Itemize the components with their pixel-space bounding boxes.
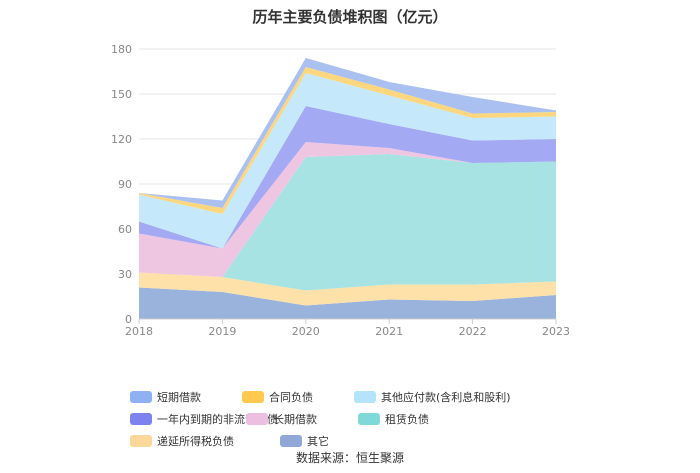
- area-series-3: [139, 142, 556, 277]
- legend-label: 其他应付款(含利息和股利): [381, 391, 511, 404]
- legend-item[interactable]: 合同负债: [242, 389, 354, 405]
- area-series-5: [139, 73, 556, 249]
- legend-label: 长期借款: [273, 413, 317, 426]
- x-tick-label: 2018: [125, 325, 153, 338]
- legend-swatch: [130, 435, 152, 447]
- legend-swatch: [242, 391, 264, 403]
- legend-item[interactable]: 其它: [280, 433, 396, 449]
- legend-swatch: [354, 391, 376, 403]
- y-tick-label: 90: [118, 178, 132, 191]
- legend-label: 短期借款: [157, 391, 201, 404]
- x-tick-label: 2022: [459, 325, 487, 338]
- y-tick-label: 120: [111, 133, 132, 146]
- legend-swatch: [280, 435, 302, 447]
- legend-item[interactable]: 一年内到期的非流动负债: [130, 411, 278, 427]
- chart-title: 历年主要负债堆积图（亿元）: [252, 8, 448, 26]
- legend-swatch: [358, 413, 380, 425]
- y-tick-label: 60: [118, 223, 132, 236]
- legend-item[interactable]: 长期借款: [246, 411, 358, 427]
- legend-label: 租赁负债: [385, 413, 429, 426]
- x-tick-label: 2023: [542, 325, 570, 338]
- y-tick-label: 30: [118, 268, 132, 281]
- data-source: 数据来源：恒生聚源: [295, 451, 404, 465]
- legend-item[interactable]: 租赁负债: [358, 411, 470, 427]
- legend-item[interactable]: 其他应付款(含利息和股利): [354, 389, 511, 405]
- legend-label: 递延所得税负债: [157, 435, 234, 448]
- legend-swatch: [130, 413, 152, 425]
- area-series-7: [139, 58, 556, 208]
- legend-item[interactable]: 短期借款: [130, 389, 242, 405]
- x-tick-label: 2021: [375, 325, 403, 338]
- y-tick-label: 0: [125, 313, 132, 326]
- legend-swatch: [130, 391, 152, 403]
- area-series-2: [139, 154, 556, 291]
- legend-label: 合同负债: [269, 391, 313, 404]
- legend-item[interactable]: 递延所得税负债: [130, 433, 280, 449]
- legend-swatch: [246, 413, 268, 425]
- area-series-4: [139, 106, 556, 249]
- area-series-0: [139, 287, 556, 319]
- y-tick-label: 150: [111, 88, 132, 101]
- x-tick-label: 2020: [292, 325, 320, 338]
- area-series-1: [139, 272, 556, 306]
- x-tick-label: 2019: [208, 325, 236, 338]
- y-tick-label: 180: [111, 43, 132, 56]
- chart-legend: 短期借款 合同负债 其他应付款(含利息和股利) 一年内到期的非流动负债 长期借款 租赁负债…: [130, 389, 580, 449]
- legend-label: 其它: [307, 435, 329, 448]
- area-series-6: [139, 67, 556, 214]
